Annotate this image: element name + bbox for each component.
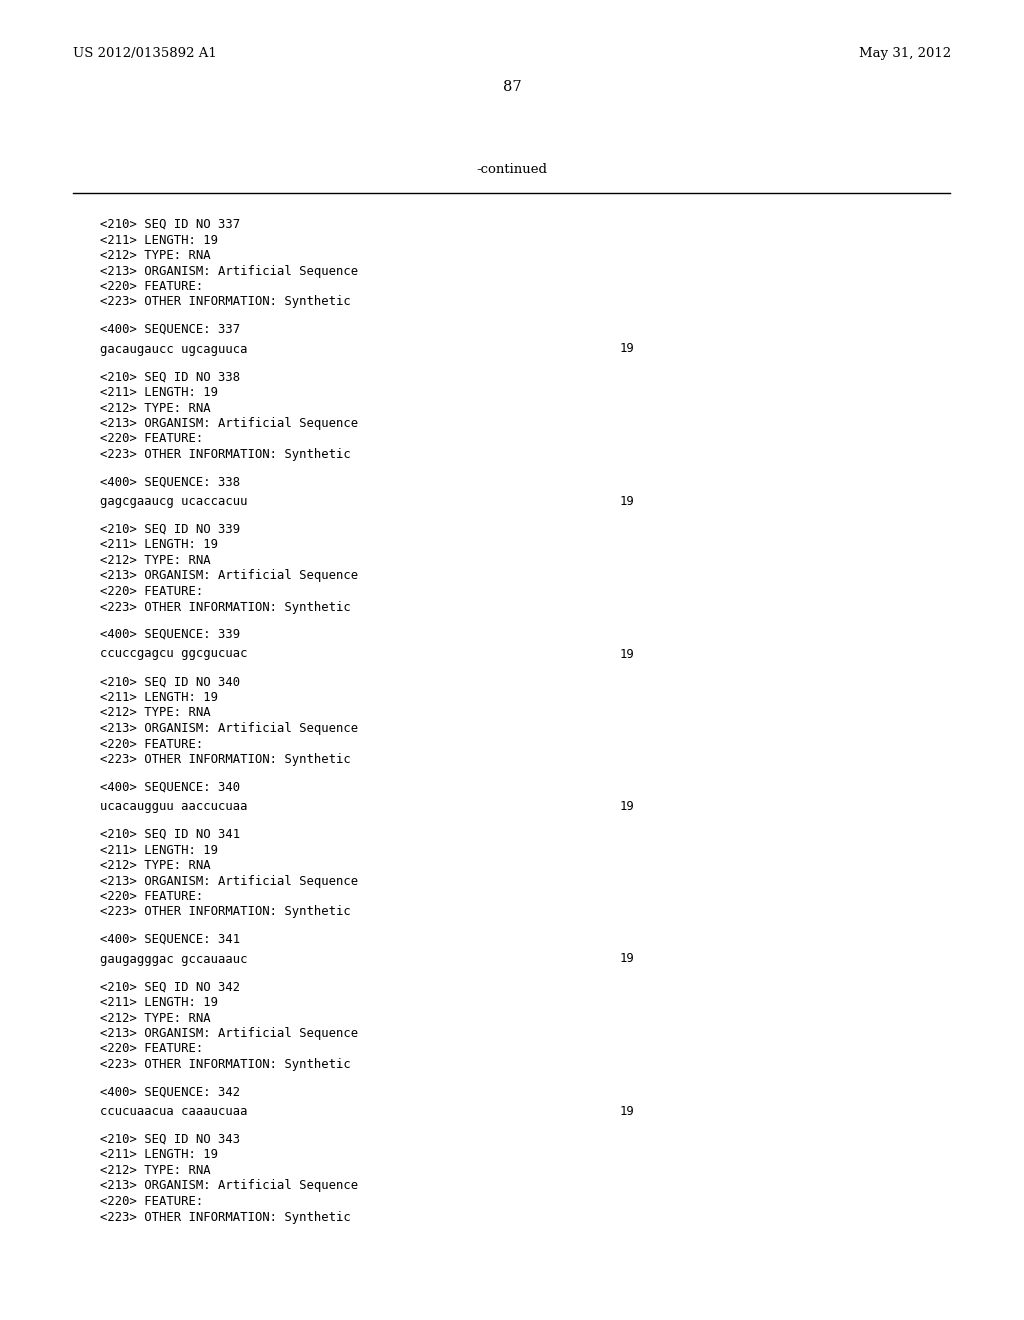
Text: 19: 19 (620, 648, 635, 660)
Text: -continued: -continued (476, 162, 548, 176)
Text: <220> FEATURE:: <220> FEATURE: (100, 890, 203, 903)
Text: <223> OTHER INFORMATION: Synthetic: <223> OTHER INFORMATION: Synthetic (100, 1210, 351, 1224)
Text: <212> TYPE: RNA: <212> TYPE: RNA (100, 401, 211, 414)
Text: <223> OTHER INFORMATION: Synthetic: <223> OTHER INFORMATION: Synthetic (100, 1059, 351, 1071)
Text: <223> OTHER INFORMATION: Synthetic: <223> OTHER INFORMATION: Synthetic (100, 447, 351, 461)
Text: <211> LENGTH: 19: <211> LENGTH: 19 (100, 690, 218, 704)
Text: <400> SEQUENCE: 341: <400> SEQUENCE: 341 (100, 933, 240, 946)
Text: ucacaugguu aaccucuaa: ucacaugguu aaccucuaa (100, 800, 248, 813)
Text: <211> LENGTH: 19: <211> LENGTH: 19 (100, 539, 218, 552)
Text: <220> FEATURE:: <220> FEATURE: (100, 1195, 203, 1208)
Text: <212> TYPE: RNA: <212> TYPE: RNA (100, 859, 211, 873)
Text: <213> ORGANISM: Artificial Sequence: <213> ORGANISM: Artificial Sequence (100, 1027, 358, 1040)
Text: <213> ORGANISM: Artificial Sequence: <213> ORGANISM: Artificial Sequence (100, 417, 358, 430)
Text: <210> SEQ ID NO 337: <210> SEQ ID NO 337 (100, 218, 240, 231)
Text: <400> SEQUENCE: 337: <400> SEQUENCE: 337 (100, 323, 240, 337)
Text: <211> LENGTH: 19: <211> LENGTH: 19 (100, 234, 218, 247)
Text: <400> SEQUENCE: 342: <400> SEQUENCE: 342 (100, 1085, 240, 1098)
Text: <213> ORGANISM: Artificial Sequence: <213> ORGANISM: Artificial Sequence (100, 1180, 358, 1192)
Text: <210> SEQ ID NO 340: <210> SEQ ID NO 340 (100, 676, 240, 689)
Text: <211> LENGTH: 19: <211> LENGTH: 19 (100, 385, 218, 399)
Text: <400> SEQUENCE: 340: <400> SEQUENCE: 340 (100, 780, 240, 793)
Text: US 2012/0135892 A1: US 2012/0135892 A1 (73, 48, 217, 59)
Text: <220> FEATURE:: <220> FEATURE: (100, 433, 203, 446)
Text: gacaugaucc ugcaguuca: gacaugaucc ugcaguuca (100, 342, 248, 355)
Text: <220> FEATURE:: <220> FEATURE: (100, 280, 203, 293)
Text: <213> ORGANISM: Artificial Sequence: <213> ORGANISM: Artificial Sequence (100, 264, 358, 277)
Text: <210> SEQ ID NO 338: <210> SEQ ID NO 338 (100, 371, 240, 384)
Text: <213> ORGANISM: Artificial Sequence: <213> ORGANISM: Artificial Sequence (100, 874, 358, 887)
Text: <220> FEATURE:: <220> FEATURE: (100, 585, 203, 598)
Text: <211> LENGTH: 19: <211> LENGTH: 19 (100, 997, 218, 1008)
Text: <212> TYPE: RNA: <212> TYPE: RNA (100, 1011, 211, 1024)
Text: <211> LENGTH: 19: <211> LENGTH: 19 (100, 1148, 218, 1162)
Text: <223> OTHER INFORMATION: Synthetic: <223> OTHER INFORMATION: Synthetic (100, 601, 351, 614)
Text: <212> TYPE: RNA: <212> TYPE: RNA (100, 249, 211, 261)
Text: 19: 19 (620, 800, 635, 813)
Text: 19: 19 (620, 1105, 635, 1118)
Text: ccuccgagcu ggcgucuac: ccuccgagcu ggcgucuac (100, 648, 248, 660)
Text: <220> FEATURE:: <220> FEATURE: (100, 1043, 203, 1056)
Text: <211> LENGTH: 19: <211> LENGTH: 19 (100, 843, 218, 857)
Text: gaugagggac gccauaauc: gaugagggac gccauaauc (100, 953, 248, 965)
Text: <210> SEQ ID NO 339: <210> SEQ ID NO 339 (100, 523, 240, 536)
Text: <213> ORGANISM: Artificial Sequence: <213> ORGANISM: Artificial Sequence (100, 569, 358, 582)
Text: <223> OTHER INFORMATION: Synthetic: <223> OTHER INFORMATION: Synthetic (100, 752, 351, 766)
Text: <400> SEQUENCE: 339: <400> SEQUENCE: 339 (100, 628, 240, 642)
Text: <210> SEQ ID NO 341: <210> SEQ ID NO 341 (100, 828, 240, 841)
Text: <212> TYPE: RNA: <212> TYPE: RNA (100, 1164, 211, 1177)
Text: <212> TYPE: RNA: <212> TYPE: RNA (100, 706, 211, 719)
Text: <220> FEATURE:: <220> FEATURE: (100, 738, 203, 751)
Text: May 31, 2012: May 31, 2012 (859, 48, 951, 59)
Text: gagcgaaucg ucaccacuu: gagcgaaucg ucaccacuu (100, 495, 248, 508)
Text: 19: 19 (620, 953, 635, 965)
Text: 19: 19 (620, 342, 635, 355)
Text: <210> SEQ ID NO 342: <210> SEQ ID NO 342 (100, 981, 240, 994)
Text: 19: 19 (620, 495, 635, 508)
Text: <400> SEQUENCE: 338: <400> SEQUENCE: 338 (100, 475, 240, 488)
Text: ccucuaacua caaaucuaa: ccucuaacua caaaucuaa (100, 1105, 248, 1118)
Text: <213> ORGANISM: Artificial Sequence: <213> ORGANISM: Artificial Sequence (100, 722, 358, 735)
Text: <212> TYPE: RNA: <212> TYPE: RNA (100, 554, 211, 568)
Text: <210> SEQ ID NO 343: <210> SEQ ID NO 343 (100, 1133, 240, 1146)
Text: <223> OTHER INFORMATION: Synthetic: <223> OTHER INFORMATION: Synthetic (100, 296, 351, 309)
Text: 87: 87 (503, 81, 521, 94)
Text: <223> OTHER INFORMATION: Synthetic: <223> OTHER INFORMATION: Synthetic (100, 906, 351, 919)
